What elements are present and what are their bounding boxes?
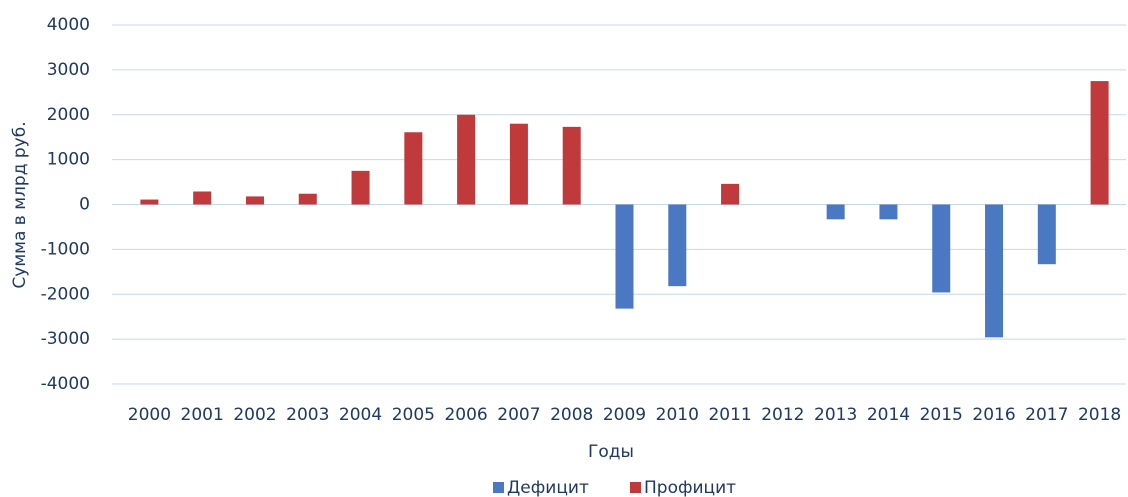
bar: [457, 114, 476, 205]
bar: [509, 123, 528, 205]
x-tick-label: 2017: [1025, 405, 1068, 425]
x-tick-label: 2003: [286, 405, 329, 425]
y-tick-label: -4000: [41, 374, 90, 394]
y-tick-label: -3000: [41, 329, 90, 349]
x-tick-label: 2008: [550, 405, 593, 425]
x-tick-label: 2004: [339, 405, 382, 425]
legend-label: Профицит: [644, 478, 736, 497]
bar: [351, 170, 370, 205]
x-tick-label: 2005: [392, 405, 435, 425]
x-tick-label: 2009: [603, 405, 646, 425]
legend-label: Дефицит: [507, 478, 589, 497]
bar: [562, 126, 581, 205]
bar: [404, 132, 423, 205]
x-tick-label: 2018: [1078, 405, 1121, 425]
y-tick-label: 0: [79, 195, 90, 215]
bar: [879, 204, 898, 220]
y-tick-label: -2000: [41, 284, 90, 304]
bar: [140, 199, 159, 205]
x-tick-label: 2013: [814, 405, 857, 425]
y-tick-label: 1000: [47, 150, 90, 170]
bar: [193, 191, 212, 205]
x-tick-label: 2015: [920, 405, 963, 425]
bar: [615, 204, 634, 309]
y-tick-label: 2000: [47, 105, 90, 125]
bar: [721, 183, 740, 205]
x-tick-label: 2011: [708, 405, 751, 425]
bar: [668, 204, 687, 287]
x-tick-label: 2000: [128, 405, 171, 425]
bar: [985, 204, 1004, 338]
legend-swatch: [630, 482, 641, 493]
y-axis-title: Сумма в млрд руб.: [10, 121, 30, 288]
y-tick-label: -1000: [41, 239, 90, 259]
x-axis-title: Годы: [588, 442, 634, 462]
bar: [1090, 81, 1109, 205]
bar: [1037, 204, 1056, 265]
bar: [298, 193, 317, 205]
x-tick-label: 2001: [181, 405, 224, 425]
bar: [826, 204, 845, 220]
x-tick-label: 2010: [656, 405, 699, 425]
x-tick-label: 2006: [444, 405, 487, 425]
bar: [245, 196, 264, 205]
x-tick-label: 2007: [497, 405, 540, 425]
x-tick-label: 2002: [233, 405, 276, 425]
legend-swatch: [493, 482, 504, 493]
y-tick-label: 4000: [47, 15, 90, 35]
x-tick-label: 2012: [761, 405, 804, 425]
x-tick-label: 2016: [972, 405, 1015, 425]
y-tick-label: 3000: [47, 60, 90, 80]
x-tick-label: 2014: [867, 405, 910, 425]
bar: [932, 204, 951, 293]
